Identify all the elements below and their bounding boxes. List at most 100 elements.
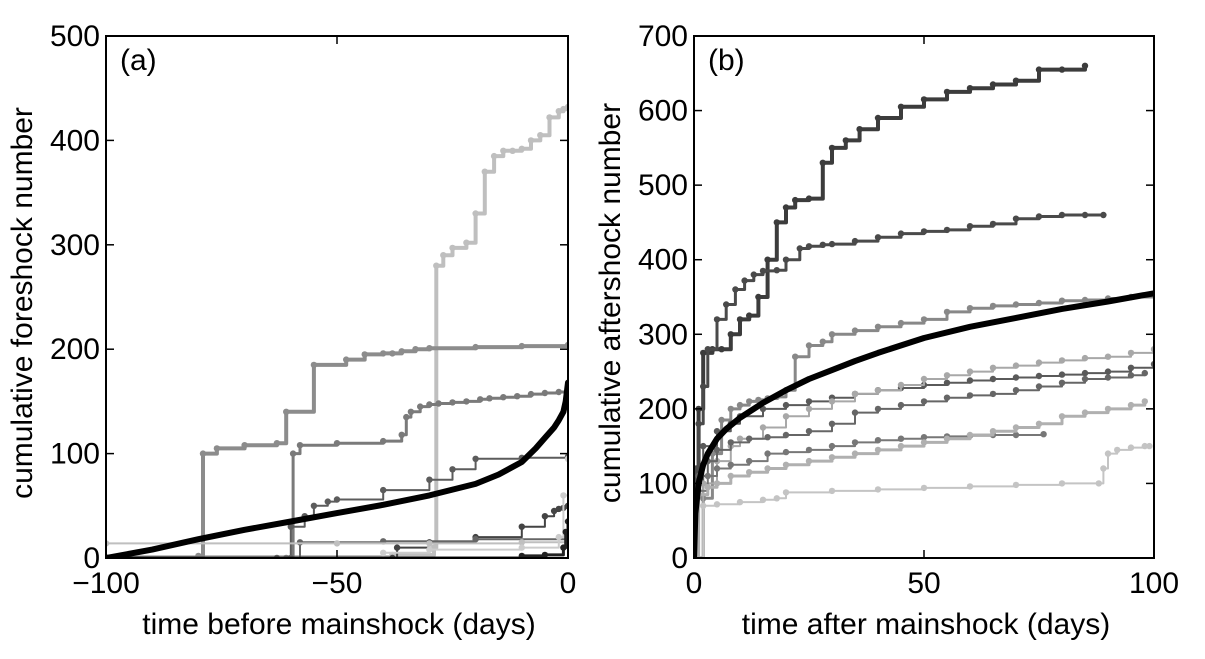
data-point <box>1058 211 1066 219</box>
data-point <box>1104 353 1112 360</box>
panel-a-foreshocks: 0 100 200 300 400 500 −100 −50 0 (a) time before m… <box>6 20 576 641</box>
data-point <box>426 540 433 547</box>
data-point <box>1104 374 1112 381</box>
data-point <box>966 368 974 375</box>
data-point <box>1114 446 1121 454</box>
data-point <box>989 364 997 371</box>
data-point <box>296 539 304 546</box>
data-point <box>989 302 997 310</box>
data-point <box>1035 299 1043 307</box>
data-point <box>1081 369 1089 377</box>
data-point <box>727 472 734 480</box>
data-point <box>1035 66 1043 73</box>
data-point <box>897 230 905 237</box>
data-point <box>380 350 387 357</box>
data-point <box>851 450 859 457</box>
data-point <box>273 440 281 447</box>
data-point <box>943 379 951 386</box>
data-point <box>966 483 974 490</box>
data-point <box>746 469 753 476</box>
data-point <box>500 147 507 154</box>
data-point <box>920 96 928 103</box>
y-axis-label: cumulative foreshock number <box>6 107 39 499</box>
data-point <box>1012 77 1020 84</box>
data-point <box>723 301 730 308</box>
data-point <box>481 168 488 175</box>
data-point <box>764 465 771 472</box>
data-point <box>874 437 882 444</box>
data-point <box>1100 211 1107 219</box>
x-tick-label: 100 <box>1129 567 1179 600</box>
data-point <box>380 549 387 556</box>
y-tick-label: 300 <box>50 229 100 262</box>
data-point <box>851 327 859 334</box>
panel-label: (a) <box>120 44 157 77</box>
data-point <box>1012 301 1020 308</box>
data-point <box>805 398 813 405</box>
data-point <box>518 539 525 546</box>
data-point <box>509 147 516 154</box>
data-point <box>1081 62 1089 69</box>
data-point <box>426 476 433 483</box>
data-point <box>518 544 525 551</box>
data-point <box>713 501 721 508</box>
data-point <box>343 356 350 363</box>
y-tick-label: 0 <box>83 542 100 575</box>
data-point <box>874 387 882 394</box>
data-point <box>500 394 507 401</box>
data-point <box>560 492 567 499</box>
data-point <box>796 245 803 252</box>
data-point <box>1035 383 1043 390</box>
y-axis-label: cumulative aftershock number <box>594 103 627 503</box>
data-point <box>283 408 290 415</box>
data-point <box>828 454 836 461</box>
series-line-10 <box>106 379 568 558</box>
data-point <box>759 267 767 275</box>
data-point <box>851 439 859 446</box>
data-point <box>1127 349 1135 357</box>
data-point <box>943 88 951 96</box>
data-point <box>782 489 790 496</box>
data-point <box>704 472 711 480</box>
x-tick-label: 0 <box>560 567 577 600</box>
data-point <box>736 401 744 409</box>
data-point <box>560 544 567 551</box>
panel-label: (b) <box>708 44 745 77</box>
data-point <box>856 126 863 133</box>
data-point <box>920 375 928 383</box>
data-point <box>773 495 780 502</box>
data-point <box>713 465 721 472</box>
y-tick-label: 500 <box>50 20 100 53</box>
data-point <box>750 271 757 278</box>
x-axis-label: time after mainshock (days) <box>742 608 1110 641</box>
data-point <box>828 487 836 495</box>
data-point <box>541 513 549 520</box>
data-point <box>819 338 826 345</box>
data-point <box>782 204 790 211</box>
data-point <box>851 237 859 245</box>
data-point <box>764 256 771 263</box>
data-point <box>727 331 734 338</box>
data-point <box>792 353 799 360</box>
data-point <box>842 137 849 144</box>
data-point <box>989 428 997 435</box>
data-point <box>1127 444 1135 451</box>
data-point <box>764 450 771 457</box>
data-point <box>773 267 780 274</box>
data-point <box>759 496 767 503</box>
data-point <box>518 523 525 530</box>
data-point <box>393 544 401 551</box>
data-point <box>1058 413 1066 420</box>
series-line-1 <box>106 105 568 558</box>
data-point <box>433 262 440 269</box>
data-point <box>805 405 813 413</box>
data-point <box>1141 442 1149 450</box>
data-point <box>746 457 753 465</box>
data-point <box>874 114 882 122</box>
data-point <box>943 394 951 401</box>
data-point <box>920 484 928 492</box>
data-point <box>874 486 882 493</box>
data-point <box>920 228 928 235</box>
data-point <box>989 81 997 88</box>
data-point <box>449 399 456 406</box>
